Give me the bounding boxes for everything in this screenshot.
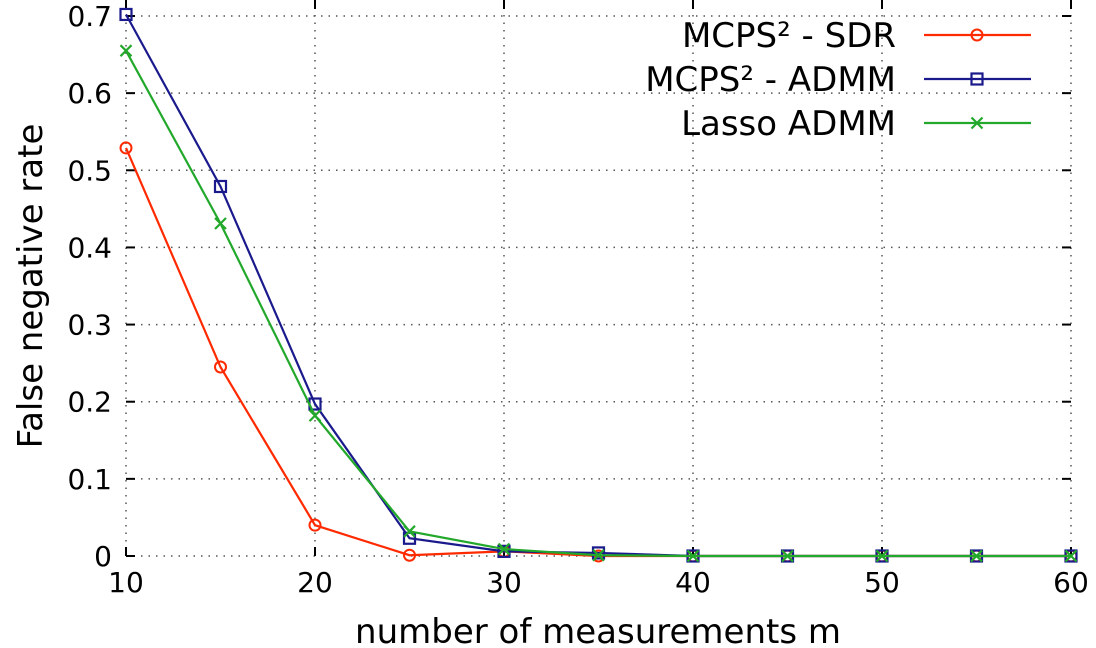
legend-label: Lasso ADMM [681,104,896,144]
y-tick-label: 0.5 [67,154,112,187]
series-line [125,50,1071,558]
circle-marker [403,548,416,562]
square-marker [119,7,133,22]
y-tick-label: 0.4 [67,231,112,264]
x-marker [1064,549,1078,563]
x-marker [686,549,700,563]
series-group [119,7,1078,563]
axis-ticks: 10 20 30 40 50 60 0 0.1 0.2 0.3 0.4 0.5 0.6 0.7 [67,0,1089,599]
legend-item: MCPS² - ADMM [645,60,1031,100]
x-tick-label: 10 [108,566,144,599]
legend-label: MCPS² - SDR [682,16,896,56]
x-marker [119,44,133,57]
circle-marker [119,141,133,155]
x-marker [781,549,794,563]
y-tick-label: 0.7 [67,0,112,33]
legend-item: Lasso ADMM [681,104,1031,144]
square-marker [970,72,984,86]
x-tick-label: 50 [864,566,900,599]
y-tick-label: 0 [94,540,112,573]
square-marker [213,179,228,194]
y-tick-label: 0.3 [67,309,112,342]
circle-marker [970,28,984,42]
series-line [125,13,1071,558]
x-marker [970,116,984,130]
x-marker [214,217,227,230]
x-tick-label: 30 [486,566,522,599]
x-tick-label: 60 [1053,566,1089,599]
legend-label: MCPS² - ADMM [645,60,896,100]
series-mcps-sdr [119,141,1078,563]
square-marker [497,544,511,558]
legend-item: MCPS² - SDR [682,16,1031,56]
x-marker [592,548,605,562]
x-marker [497,542,511,556]
y-axis-label: False negative rate [11,124,51,449]
series-line [124,147,1071,558]
grid [125,0,1072,557]
x-tick-label: 20 [297,566,333,599]
x-marker [308,409,322,422]
series-lasso-admm [119,44,1078,563]
x-axis-label: number of measurements m [355,612,841,648]
x-marker [403,525,416,538]
x-marker [970,549,983,563]
y-tick-label: 0.6 [67,77,112,110]
circle-marker [308,518,322,532]
x-marker [875,549,889,563]
y-tick-label: 0.1 [67,463,112,496]
y-tick-label: 0.2 [67,386,112,419]
circle-marker [214,360,227,374]
square-marker [591,546,606,560]
x-tick-label: 40 [675,566,711,599]
